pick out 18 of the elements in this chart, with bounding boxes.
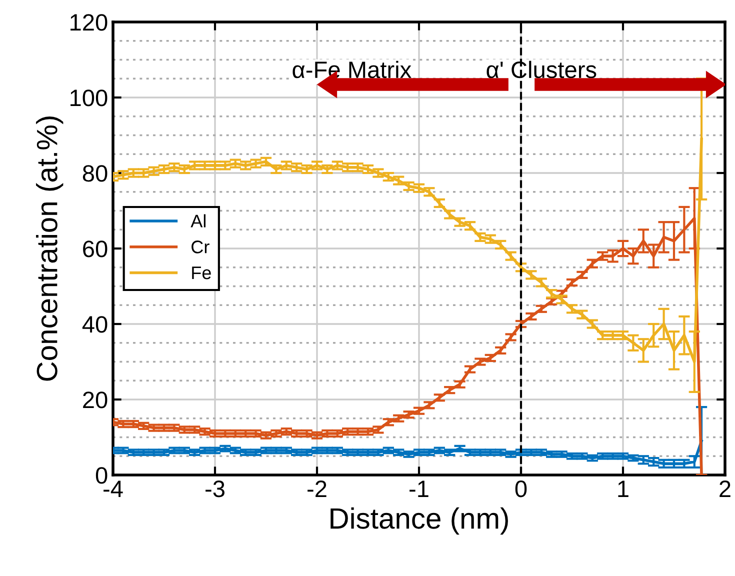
x-tick-label: 1 <box>618 480 628 497</box>
y-tick-label: 20 <box>83 392 108 408</box>
y-tick-label: 60 <box>83 240 108 258</box>
y-tick-label: 80 <box>82 165 108 182</box>
legend-label: Al <box>190 214 206 228</box>
x-tick-label: -2 <box>308 480 326 497</box>
x-axis-title: Distance (nm) <box>330 507 508 535</box>
y-axis-title: Concentration (at.%) <box>36 116 64 381</box>
legend-label: Fe <box>192 266 211 280</box>
y-tick-label: 120 <box>70 14 108 31</box>
legend-label: Cr <box>192 240 210 254</box>
y-tick-label: 100 <box>70 90 108 106</box>
x-tick-label: 0 <box>515 480 527 498</box>
x-tick-label: -3 <box>206 480 224 498</box>
x-tick-label: 2 <box>720 480 730 497</box>
y-tick-label: 40 <box>82 316 108 333</box>
x-tick-label: -1 <box>410 480 428 497</box>
annotation: α' Clusters <box>486 60 596 78</box>
